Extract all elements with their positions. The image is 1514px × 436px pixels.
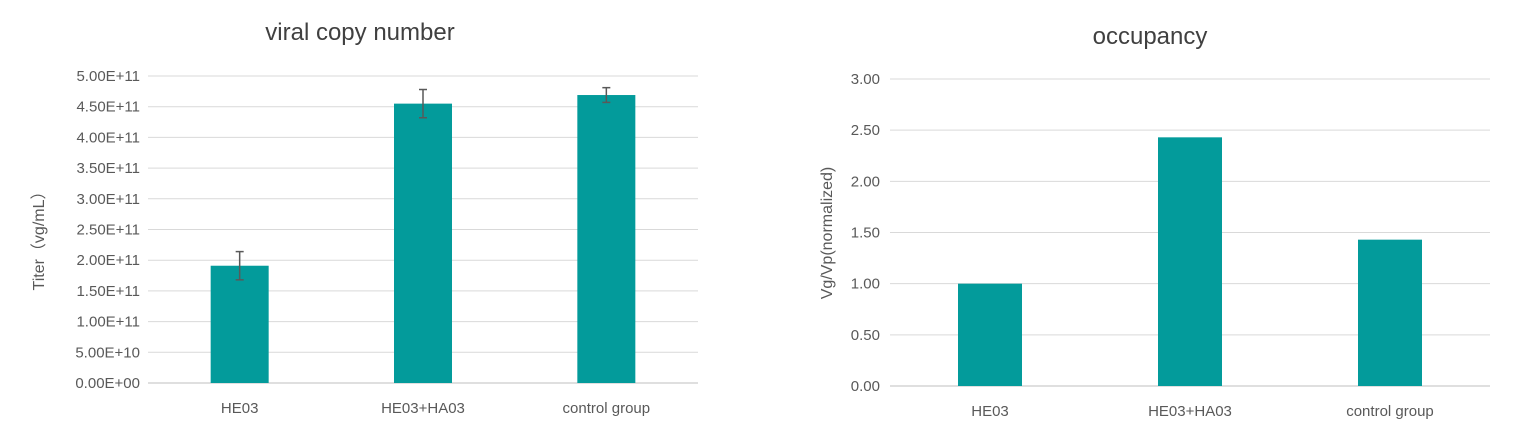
bar — [394, 103, 452, 383]
y-tick-label: 2.00 — [851, 173, 880, 190]
x-category-label: control group — [1346, 403, 1434, 420]
y-tick-label: 5.00E+11 — [76, 68, 140, 85]
y-tick-label: 1.00E+11 — [76, 314, 140, 331]
x-category-label: HE03+HA03 — [381, 400, 465, 417]
chart-title: occupancy — [1093, 23, 1208, 50]
chart-title: viral copy number — [265, 19, 454, 46]
y-tick-label: 0.00 — [851, 378, 880, 395]
bar — [1158, 137, 1222, 386]
y-tick-label: 3.50E+11 — [76, 160, 140, 177]
y-tick-label: 4.00E+11 — [76, 129, 140, 146]
y-tick-label: 2.50 — [851, 122, 880, 139]
bar — [1358, 239, 1422, 386]
y-tick-label: 1.50 — [851, 225, 880, 242]
bar — [958, 283, 1022, 386]
y-tick-label: 3.00E+11 — [76, 191, 140, 208]
x-category-label: control group — [563, 400, 651, 417]
bar — [577, 95, 636, 383]
y-tick-label: 5.00E+10 — [75, 344, 140, 361]
y-tick-label: 1.50E+11 — [76, 283, 140, 300]
x-category-label: HE03+HA03 — [1148, 403, 1232, 420]
bar — [210, 265, 269, 383]
y-axis-label: Vg/Vp(normalized) — [819, 167, 836, 300]
y-tick-label: 2.00E+11 — [76, 252, 140, 269]
y-axis-label: Titer（vg/mL） — [30, 184, 48, 291]
chart-viral-copy-number: viral copy number Titer（vg/mL） 0.00E+00 5… — [30, 19, 698, 417]
x-category-label: HE03 — [971, 403, 1009, 420]
y-tick-label: 2.50E+11 — [76, 222, 140, 239]
y-tick-label: 3.00 — [851, 71, 880, 88]
chart-occupancy: occupancy Vg/Vp(normalized) 0.00 0.50 1.00… — [819, 23, 1490, 420]
y-tick-label: 1.00 — [851, 276, 880, 293]
y-tick-label: 0.00E+00 — [75, 375, 140, 392]
x-category-label: HE03 — [221, 400, 259, 417]
y-tick-label: 0.50 — [851, 327, 880, 344]
y-tick-label: 4.50E+11 — [76, 99, 140, 116]
